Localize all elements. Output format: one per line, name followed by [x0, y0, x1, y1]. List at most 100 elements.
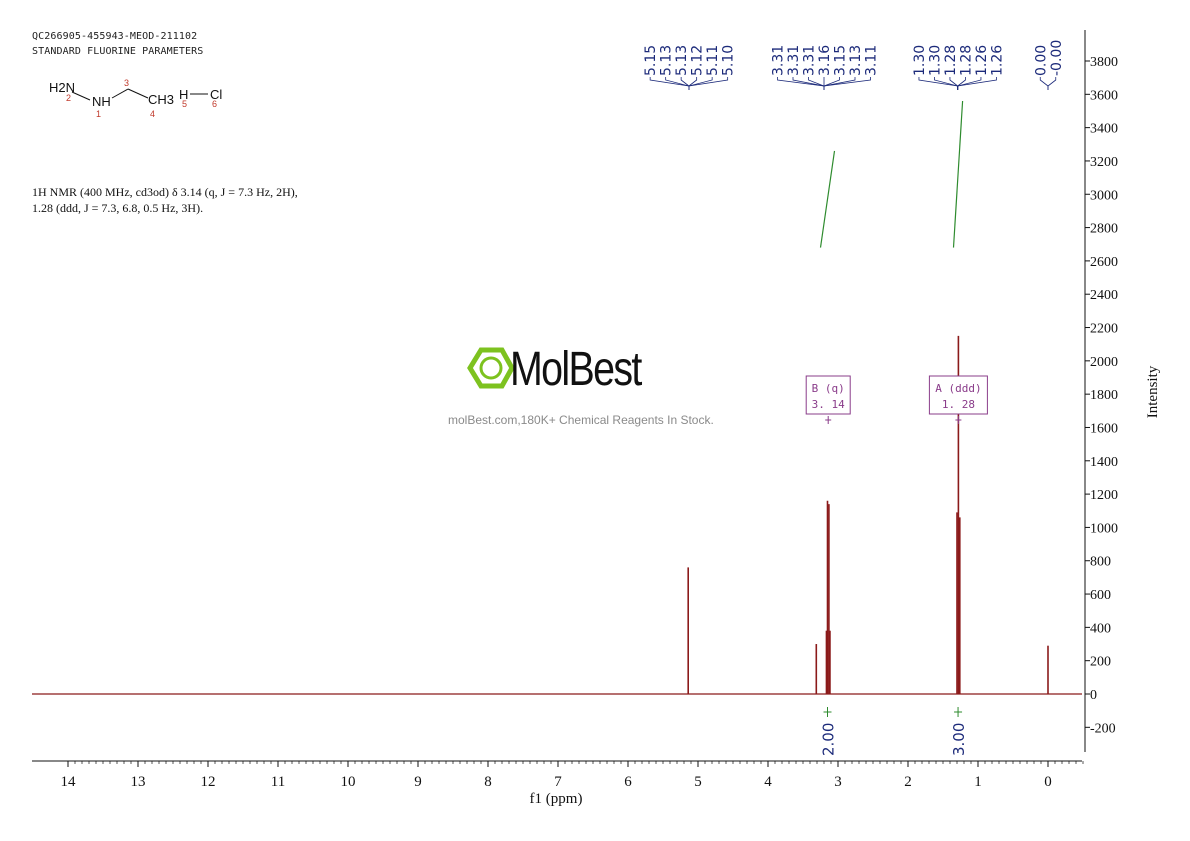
- nmr-description-line1: 1H NMR (400 MHz, cd3od) δ 3.14 (q, J = 7…: [32, 185, 298, 199]
- peak-label: 0.00: [1033, 45, 1049, 76]
- x-tick-label: 4: [764, 774, 772, 790]
- peak-labels: 5.15 5.13 5.13 5.12 5.11 5.10 3.31 3.31 3.31 3.16…: [643, 40, 1065, 90]
- y-tick-label: 2800: [1090, 222, 1118, 237]
- parameters-line: STANDARD FLUORINE PARAMETERS: [32, 46, 204, 57]
- y-axis: 3800360034003200300028002600240022002000…: [1084, 30, 1118, 752]
- peak-label: 5.13: [659, 45, 675, 76]
- peak-label: 1.30: [912, 45, 928, 76]
- mol-label-h2n: H2N: [49, 80, 75, 95]
- y-tick-label: 2600: [1090, 255, 1118, 270]
- y-tick-label: 2400: [1090, 288, 1118, 303]
- integral-curve: [952, 100, 964, 248]
- atom-number-6: 6: [212, 99, 217, 109]
- peak-label-connector: [649, 77, 690, 90]
- multiplets: B (q) 3. 14 A (ddd) 1. 28: [805, 375, 988, 424]
- y-tick-label: 2000: [1090, 355, 1118, 370]
- x-tick-label: 9: [414, 774, 422, 790]
- atom-number-1: 1: [96, 109, 101, 119]
- peak-label: 5.11: [705, 45, 721, 76]
- x-tick-label: 10: [341, 774, 356, 790]
- peak-label-connector: [1047, 77, 1057, 90]
- atom-number-3: 3: [124, 78, 129, 88]
- peak-label: 5.13: [674, 45, 690, 76]
- integral-curve: [819, 150, 836, 248]
- peak-label: 3.15: [833, 45, 849, 76]
- peak-label-connector: [680, 77, 690, 90]
- molbest-logo-icon: [467, 347, 515, 389]
- molecule-structure: H2N NH CH3 H Cl 2 1 3 4 5 6: [49, 78, 222, 119]
- x-tick-label: 6: [624, 774, 632, 790]
- peak-label: 5.15: [643, 45, 659, 76]
- peak-label-connector: [957, 77, 966, 90]
- peak-label-connector: [918, 77, 959, 90]
- mol-label-h: H: [179, 87, 188, 102]
- x-tick-label: 8: [484, 774, 492, 790]
- y-tick-label: 400: [1090, 621, 1111, 636]
- atom-number-2: 2: [66, 93, 71, 103]
- y-tick-label: 1400: [1090, 455, 1118, 470]
- x-tick-label: 5: [694, 774, 702, 790]
- multiplet-name: A (ddd): [935, 382, 981, 395]
- atom-number-5: 5: [182, 99, 187, 109]
- x-tick-label: 14: [61, 774, 77, 790]
- multiplet-shift: 1. 28: [942, 398, 975, 411]
- y-tick-label: 200: [1090, 655, 1111, 670]
- integral-value: 2.00: [820, 723, 838, 756]
- y-tick-label: 3600: [1090, 88, 1118, 103]
- y-tick-label: 800: [1090, 555, 1111, 570]
- x-axis-title: f1 (ppm): [530, 791, 583, 807]
- peak-label: 1.28: [943, 45, 959, 76]
- multiplet-box: [928, 375, 988, 415]
- peak-label: 5.10: [721, 45, 737, 76]
- peak-label: 3.31: [802, 45, 818, 76]
- x-tick-label: 13: [131, 774, 146, 790]
- peak-label-connector: [688, 77, 698, 90]
- peak-label: 5.12: [690, 45, 706, 76]
- y-tick-label: 1600: [1090, 421, 1118, 436]
- y-tick-label: -200: [1090, 721, 1116, 736]
- x-axis: 14 13 12 11 10 9 8 7 6 5 4 3 2 1 0: [32, 760, 1084, 790]
- x-tick-label: 2: [904, 774, 912, 790]
- peak-label: 3.13: [848, 45, 864, 76]
- peak-label: 3.31: [786, 45, 802, 76]
- peak-label: 1.30: [927, 45, 943, 76]
- peak-label: -0.00: [1049, 40, 1065, 76]
- x-tick-label: 1: [974, 774, 982, 790]
- x-tick-label: 11: [271, 774, 285, 790]
- y-axis-title: Intensity: [1145, 365, 1161, 418]
- y-tick-label: 600: [1090, 588, 1111, 603]
- multiplet-shift: 3. 14: [812, 398, 845, 411]
- integrals: 2.00 3.00: [819, 100, 968, 756]
- multiplet-box: [805, 375, 851, 415]
- watermark-brand: MolBest: [510, 343, 642, 396]
- y-tick-label: 0: [1090, 688, 1097, 703]
- mol-label-ch3: CH3: [148, 92, 174, 107]
- watermark-tagline: molBest.com,180K+ Chemical Reagents In S…: [448, 413, 714, 427]
- y-tick-label: 3200: [1090, 155, 1118, 170]
- y-tick-label: 1800: [1090, 388, 1118, 403]
- peak-label: 3.11: [864, 45, 880, 76]
- nmr-description-line2: 1.28 (ddd, J = 7.3, 6.8, 0.5 Hz, 3H).: [32, 201, 204, 215]
- peak-label: 3.16: [817, 45, 833, 76]
- mol-label-cl: Cl: [210, 87, 222, 102]
- multiplet-name: B (q): [812, 382, 845, 395]
- peak-label: 1.26: [974, 45, 990, 76]
- sample-id: QC266905-455943-MEOD-211102: [32, 31, 198, 42]
- peak-label-connector: [957, 77, 997, 90]
- peak-label-connector: [823, 77, 871, 90]
- peak-label: 1.28: [958, 45, 974, 76]
- mol-label-nh: NH: [92, 94, 111, 109]
- peak-label-connector: [688, 77, 729, 90]
- y-tick-label: 3800: [1090, 55, 1118, 70]
- x-tick-label: 0: [1044, 774, 1052, 790]
- y-tick-label: 3000: [1090, 188, 1118, 203]
- x-tick-label: 3: [834, 774, 842, 790]
- y-tick-label: 1000: [1090, 521, 1118, 536]
- peak-label-connector: [949, 77, 959, 90]
- y-tick-label: 1200: [1090, 488, 1118, 503]
- atom-number-4: 4: [150, 109, 155, 119]
- y-tick-label: 3400: [1090, 122, 1118, 137]
- x-tick-label: 12: [201, 774, 216, 790]
- integral-value: 3.00: [950, 723, 968, 756]
